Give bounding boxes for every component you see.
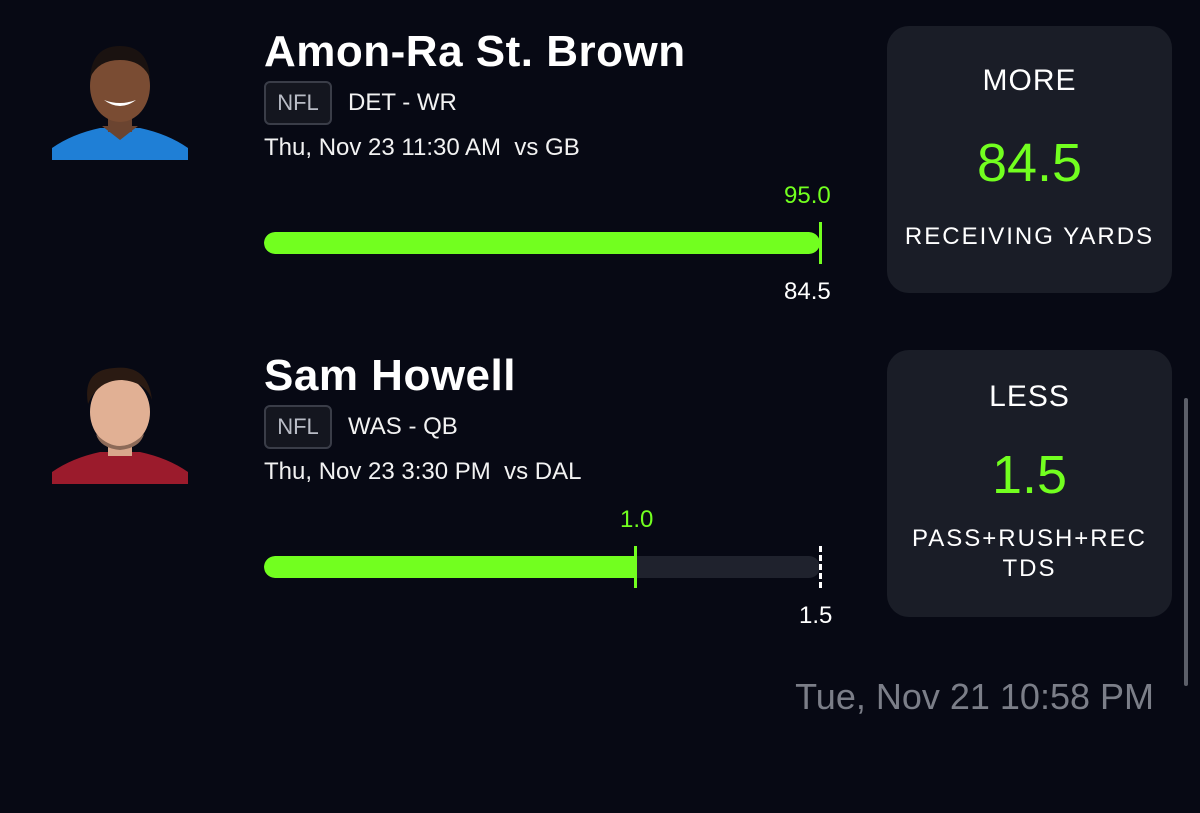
team-position: DET - WR [348,89,457,116]
line-marker [819,546,822,588]
line-marker [819,222,822,264]
team-position: WAS - QB [348,413,458,440]
actual-marker [634,546,637,588]
progress-track [264,232,820,254]
progress-fill [264,232,820,254]
player-avatar [52,364,188,484]
pick-line-value: 1.5 [991,445,1068,505]
pick-card[interactable]: LESS 1.5 PASS+RUSH+REC TDS [887,350,1172,617]
pick-line-value: 84.5 [976,133,1083,193]
player-headshot-icon [52,367,188,484]
progress-fill [264,556,635,578]
league-badge: NFL [264,405,332,449]
league-badge: NFL [264,81,332,125]
actual-value: 95.0 [784,182,831,209]
progress-track [264,556,820,578]
scrollbar[interactable] [1184,398,1188,686]
player-name: Sam Howell [264,351,516,400]
pick-card[interactable]: MORE 84.5 RECEIVING YARDS [887,26,1172,293]
pick-row[interactable]: Sam Howell NFL WAS - QB Thu, Nov 23 3:30… [0,324,1200,644]
pick-row[interactable]: Amon-Ra St. Brown NFL DET - WR Thu, Nov … [0,0,1200,320]
pick-type-label: LESS [989,380,1070,413]
player-name: Amon-Ra St. Brown [264,27,686,76]
player-avatar [52,40,188,160]
stat-type-label: PASS+RUSH+REC TDS [912,525,1147,582]
stat-type-label: RECEIVING YARDS [904,223,1155,250]
line-value: 1.5 [799,602,833,629]
line-value: 84.5 [784,278,831,305]
pick-type-label: MORE [982,64,1077,97]
game-info: Thu, Nov 23 3:30 PM vs DAL [264,458,582,485]
actual-value: 1.0 [620,506,654,533]
game-info: Thu, Nov 23 11:30 AM vs GB [264,134,580,161]
timestamp: Tue, Nov 21 10:58 PM [795,676,1154,717]
player-headshot-icon [52,46,188,160]
